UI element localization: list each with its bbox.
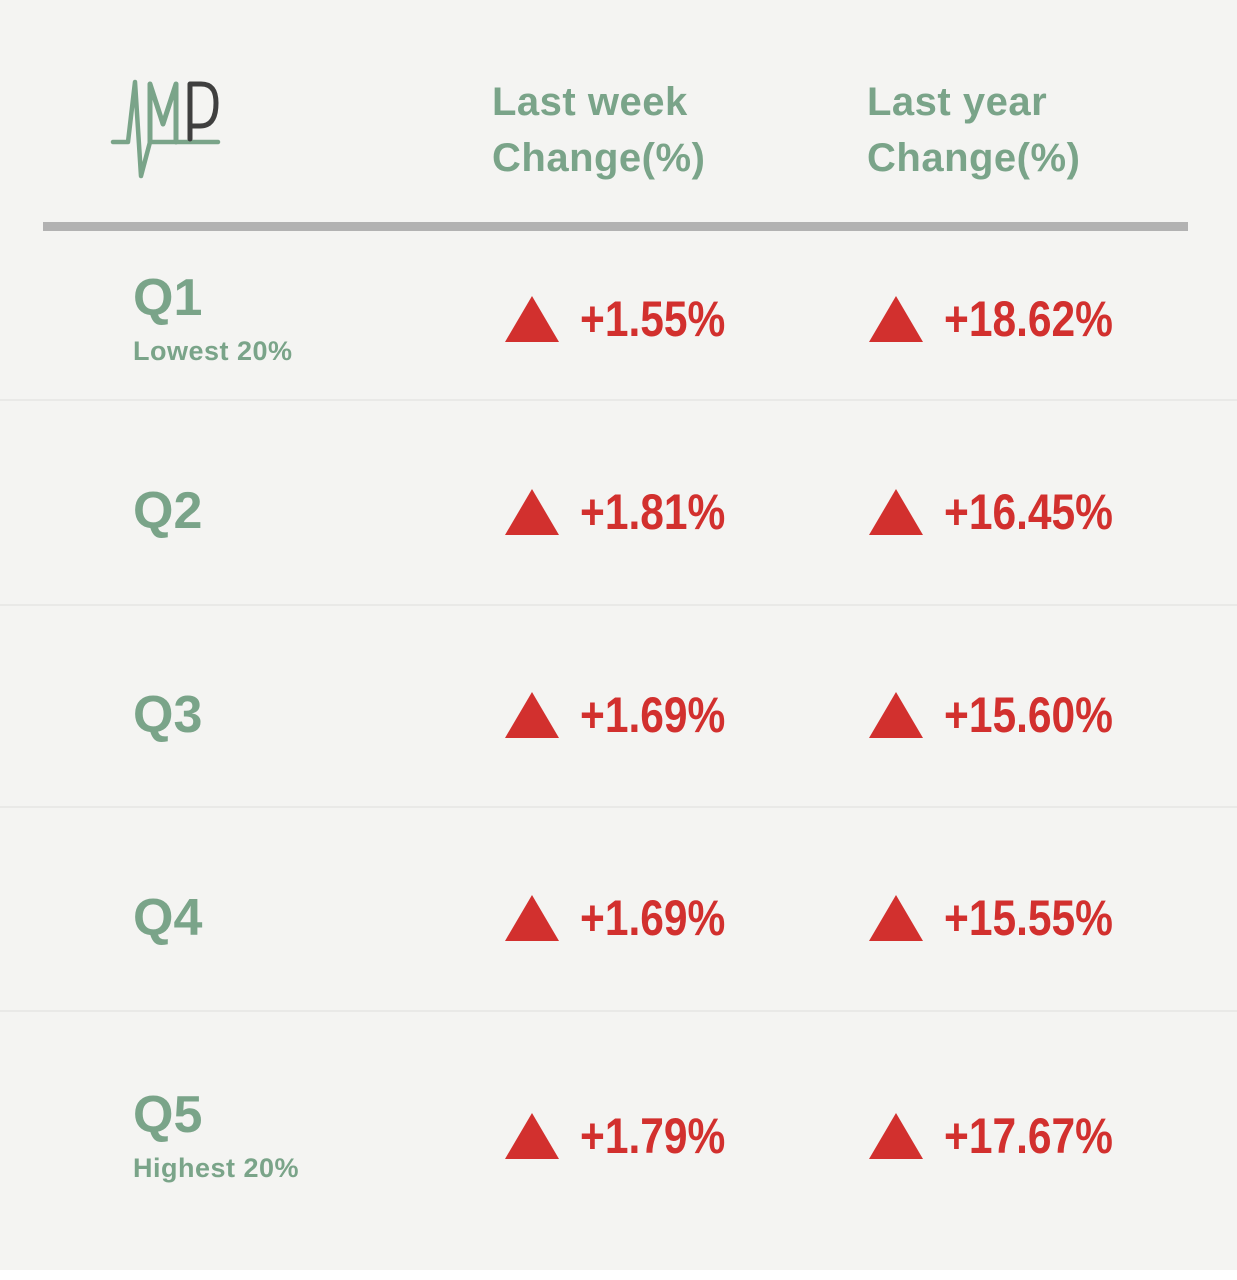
quintile-label: Q2 [133, 482, 203, 541]
year-change-cell: +17.67% [867, 1107, 1237, 1165]
table-row-q4: Q4 +1.69% +15.55% [0, 806, 1237, 1010]
quintile-label: Q1 [133, 269, 203, 328]
year-change-cell: +15.60% [867, 686, 1237, 744]
week-change-value: +1.55% [580, 291, 726, 347]
logo-letter-m [147, 81, 179, 145]
up-triangle-icon [869, 895, 923, 941]
quintile-cell: Q2 [133, 484, 492, 539]
quintile-cell: Q4 [133, 891, 492, 946]
week-change-cell: +1.69% [492, 889, 867, 947]
up-triangle-icon [505, 895, 559, 941]
week-change-cell: +1.79% [492, 1107, 867, 1165]
table-body: Q1 Lowest 20% +1.55% +18.62% Q2 +1.81% [0, 231, 1237, 1260]
week-change-value: +1.81% [580, 483, 726, 540]
pulse-logo-icon [110, 79, 221, 179]
year-change-value: +18.62% [944, 291, 1113, 347]
column-header-line2: Change(%) [492, 136, 706, 180]
year-change-value: +16.45% [944, 483, 1113, 540]
week-change-cell: +1.81% [492, 483, 867, 541]
week-change-value: +1.69% [580, 890, 726, 946]
week-change-cell: +1.69% [492, 686, 867, 744]
up-triangle-icon [505, 692, 559, 738]
year-change-cell: +15.55% [867, 889, 1237, 947]
up-triangle-icon [505, 1113, 559, 1159]
year-change-value: +17.67% [944, 1108, 1113, 1164]
table-row-q1: Q1 Lowest 20% +1.55% +18.62% [0, 231, 1237, 399]
year-change-value: +15.55% [944, 890, 1113, 946]
column-header-line1: Last year [867, 80, 1048, 124]
header-divider [43, 222, 1188, 231]
up-triangle-icon [869, 692, 923, 738]
amp-logo [110, 72, 225, 182]
year-change-value: +15.60% [944, 687, 1113, 743]
quintile-note: Lowest 20% [133, 335, 293, 366]
up-triangle-icon [505, 296, 559, 342]
week-change-value: +1.79% [580, 1108, 726, 1164]
up-triangle-icon [869, 296, 923, 342]
quintile-label: Q5 [133, 1086, 203, 1145]
up-triangle-icon [505, 488, 559, 535]
column-header-last-year: Last year Change(%) [867, 74, 1080, 186]
up-triangle-icon [869, 488, 923, 535]
column-header-line2: Change(%) [867, 136, 1081, 180]
logo-letter-p [187, 81, 219, 142]
quintile-label: Q4 [133, 888, 203, 947]
table-row-q3: Q3 +1.69% +15.60% [0, 604, 1237, 806]
column-header-last-week: Last week Change(%) [492, 74, 705, 186]
year-change-cell: +18.62% [867, 290, 1237, 348]
table-row-q2: Q2 +1.81% +16.45% [0, 399, 1237, 604]
week-change-cell: +1.55% [492, 290, 867, 348]
column-header-line1: Last week [492, 80, 688, 124]
week-change-value: +1.69% [580, 687, 726, 743]
table-row-q5: Q5 Highest 20% +1.79% +17.67% [0, 1010, 1237, 1260]
quintile-cell: Q5 Highest 20% [133, 1088, 492, 1184]
up-triangle-icon [869, 1113, 923, 1159]
bottom-edge-strip [0, 1270, 1237, 1280]
quintile-cell: Q3 [133, 688, 492, 743]
quintile-label: Q3 [133, 685, 203, 744]
year-change-cell: +16.45% [867, 483, 1237, 541]
quintile-cell: Q1 Lowest 20% [133, 271, 492, 367]
pulse-line-icon [110, 79, 221, 179]
quintile-note: Highest 20% [133, 1152, 300, 1183]
